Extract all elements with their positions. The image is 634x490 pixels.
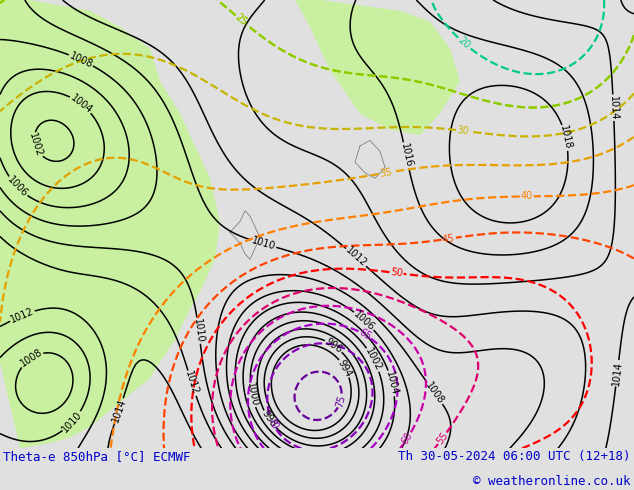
Text: 25: 25 [233,12,249,28]
Text: 45: 45 [442,233,456,245]
Text: 1002: 1002 [363,346,384,373]
Text: 1014: 1014 [608,95,619,120]
Text: 1008: 1008 [18,347,44,369]
Text: 1008: 1008 [68,50,94,70]
Text: 1012: 1012 [9,306,36,325]
Text: 1018: 1018 [558,125,573,151]
Text: 40: 40 [521,191,533,201]
Text: 60: 60 [399,431,415,446]
Text: 30: 30 [456,125,470,137]
Text: 1000: 1000 [245,381,259,407]
Text: © weatheronline.co.uk: © weatheronline.co.uk [474,474,631,488]
Text: 994: 994 [336,358,354,379]
Text: 55: 55 [434,430,450,446]
Text: 1012: 1012 [344,245,368,269]
Text: 1002: 1002 [27,132,44,159]
Text: 20: 20 [455,35,472,50]
Text: 1014: 1014 [110,397,127,424]
Text: 1006: 1006 [352,309,377,333]
Text: 1010: 1010 [250,236,276,252]
Text: 1004: 1004 [68,93,94,116]
Text: Theta-e 850hPa [°C] ECMWF: Theta-e 850hPa [°C] ECMWF [3,450,191,463]
Text: 1004: 1004 [384,370,400,396]
Text: 1008: 1008 [424,380,446,406]
Text: 998: 998 [260,409,278,430]
Text: 1012: 1012 [183,370,200,396]
Text: 1014: 1014 [611,361,624,386]
Text: 1016: 1016 [399,142,413,169]
Text: Th 30-05-2024 06:00 UTC (12+18): Th 30-05-2024 06:00 UTC (12+18) [398,450,631,463]
Text: 75: 75 [334,393,347,408]
Text: 1006: 1006 [5,174,29,199]
Text: 1010: 1010 [192,318,205,343]
Text: 70: 70 [266,416,280,431]
Text: 35: 35 [379,167,393,179]
Text: 25: 25 [233,12,249,28]
Text: 50: 50 [390,267,403,279]
Text: 1010: 1010 [60,409,84,434]
Text: 996: 996 [323,336,344,355]
Text: 65: 65 [357,327,373,342]
